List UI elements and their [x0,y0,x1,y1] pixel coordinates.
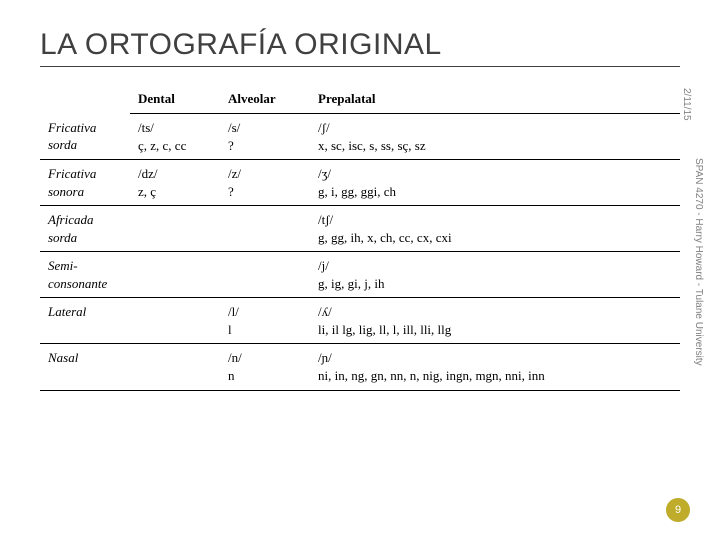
table-row: Lateral/l/l/ʎ/li, il lg, lig, ll, l, ill… [40,298,680,344]
cell-text: ni, in, ng, gn, nn, n, nig, ingn, mgn, n… [318,367,672,385]
col-alveolar: Alveolar [220,85,310,114]
table-wrap: Dental Alveolar Prepalatal Fricativa sor… [40,85,680,391]
cell-prepalatal: /tʃ/g, gg, ih, x, ch, cc, cx, cxi [310,206,680,252]
cell-text: Semi-consonante [48,257,122,292]
row-label: Fricativa sorda [40,114,130,160]
table-head: Dental Alveolar Prepalatal [40,85,680,114]
cell-alveolar: /l/l [220,298,310,344]
cell-text: ç, z, c, cc [138,137,212,155]
row-label: Lateral [40,298,130,344]
table-row: Nasal/n/n/ɲ/ni, in, ng, gn, nn, n, nig, … [40,344,680,390]
cell-text: Nasal [48,349,122,367]
cell-text: n [228,367,302,385]
cell-dental [130,298,220,344]
cell-text: l [228,321,302,339]
cell-text: li, il lg, lig, ll, l, ill, lli, llg [318,321,672,339]
page-title: LA ORTOGRAFÍA ORIGINAL [40,28,680,67]
course-info: SPAN 4270 - Harry Howard - Tulane Univer… [693,158,704,366]
slide-date: 2/11/15 [681,88,692,121]
phonetics-table: Dental Alveolar Prepalatal Fricativa sor… [40,85,680,391]
cell-text: /l/ [228,303,302,321]
header-row: Dental Alveolar Prepalatal [40,85,680,114]
cell-prepalatal: /ʃ/x, sc, isc, s, ss, sç, sz [310,114,680,160]
table-row: Africada sorda/tʃ/g, gg, ih, x, ch, cc, … [40,206,680,252]
cell-prepalatal: /j/g, ig, gi, j, ih [310,252,680,298]
cell-alveolar: /s/? [220,114,310,160]
table-row: Semi-consonante/j/g, ig, gi, j, ih [40,252,680,298]
col-prepalatal: Prepalatal [310,85,680,114]
cell-dental: /dz/z, ç [130,160,220,206]
cell-text: /ɲ/ [318,349,672,367]
content-area: Dental Alveolar Prepalatal Fricativa sor… [40,85,680,391]
cell-prepalatal: /ʎ/li, il lg, lig, ll, l, ill, lli, llg [310,298,680,344]
cell-text: Lateral [48,303,122,321]
table-row: Fricativa sonora/dz/z, ç/z/?/ʒ/g, i, gg,… [40,160,680,206]
cell-dental [130,206,220,252]
table-row: Fricativa sorda/ts/ç, z, c, cc/s/?/ʃ/x, … [40,114,680,160]
cell-text: /j/ [318,257,672,275]
cell-prepalatal: /ʒ/g, i, gg, ggi, ch [310,160,680,206]
cell-text: Fricativa sonora [48,165,122,200]
col-dental: Dental [130,85,220,114]
cell-text: /ts/ [138,119,212,137]
cell-text: ? [228,183,302,201]
cell-text: /ʒ/ [318,165,672,183]
row-label: Africada sorda [40,206,130,252]
slide: LA ORTOGRAFÍA ORIGINAL Dental Alveolar P… [0,0,720,540]
col-blank [40,85,130,114]
cell-prepalatal: /ɲ/ni, in, ng, gn, nn, n, nig, ingn, mgn… [310,344,680,390]
cell-text: /dz/ [138,165,212,183]
cell-text: /z/ [228,165,302,183]
cell-text: Fricativa sorda [48,119,122,154]
cell-text: /s/ [228,119,302,137]
cell-alveolar: /n/n [220,344,310,390]
cell-alveolar [220,206,310,252]
table-body: Fricativa sorda/ts/ç, z, c, cc/s/?/ʃ/x, … [40,114,680,391]
cell-text: /ʎ/ [318,303,672,321]
row-label: Nasal [40,344,130,390]
cell-text: z, ç [138,183,212,201]
cell-dental [130,252,220,298]
cell-text: g, gg, ih, x, ch, cc, cx, cxi [318,229,672,247]
cell-alveolar [220,252,310,298]
cell-text: Africada sorda [48,211,122,246]
cell-alveolar: /z/? [220,160,310,206]
cell-text: g, ig, gi, j, ih [318,275,672,293]
cell-dental [130,344,220,390]
cell-text: g, i, gg, ggi, ch [318,183,672,201]
side-metadata: 2/11/15 SPAN 4270 - Harry Howard - Tulan… [686,88,708,448]
cell-text: /ʃ/ [318,119,672,137]
row-label: Fricativa sonora [40,160,130,206]
row-label: Semi-consonante [40,252,130,298]
cell-text: /tʃ/ [318,211,672,229]
cell-text: x, sc, isc, s, ss, sç, sz [318,137,672,155]
page-number-badge: 9 [666,498,690,522]
cell-text: ? [228,137,302,155]
cell-dental: /ts/ç, z, c, cc [130,114,220,160]
cell-text: /n/ [228,349,302,367]
